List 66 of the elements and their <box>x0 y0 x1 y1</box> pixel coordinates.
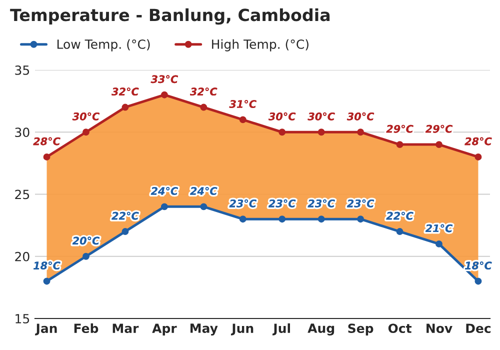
data-label: 21°C <box>425 224 453 232</box>
x-tick-label: Nov <box>426 324 452 334</box>
point <box>436 240 442 248</box>
point <box>318 128 325 136</box>
point <box>396 141 404 148</box>
point <box>43 154 50 160</box>
point <box>474 154 482 160</box>
x-tick-label: May <box>190 324 218 336</box>
point <box>239 116 246 124</box>
x-tick-label: Sep <box>348 324 374 336</box>
point <box>160 203 168 210</box>
legend-label: High Temp. (°C) <box>212 39 308 52</box>
data-label: 24°C <box>190 186 218 195</box>
data-label: 33°C <box>150 75 178 84</box>
data-label: 30°C <box>72 112 100 120</box>
x-tick-label: Oct <box>388 324 412 334</box>
data-label: 30°C <box>268 112 296 120</box>
y-tick-label: 30 <box>15 128 30 138</box>
point <box>278 128 286 136</box>
y-tick-label: 35 <box>15 65 30 75</box>
data-label: 30°C <box>346 112 374 120</box>
x-tick-label: Dec <box>466 324 491 334</box>
point <box>357 216 364 223</box>
point <box>122 228 129 235</box>
x-tick-label: Mar <box>112 324 139 334</box>
chart-title: Temperature - Banlung, Cambodia <box>10 8 330 25</box>
point <box>318 216 325 223</box>
point <box>122 104 129 111</box>
point <box>278 216 286 223</box>
point <box>396 228 404 235</box>
data-label: 29°C <box>386 124 414 133</box>
x-tick-label: Jan <box>35 324 57 336</box>
data-label: 28°C <box>464 137 492 146</box>
point <box>357 128 364 136</box>
y-tick-label: 20 <box>15 252 30 262</box>
x-tick-label: Feb <box>74 323 98 334</box>
data-label: 31°C <box>229 100 256 108</box>
data-label: 23°C <box>346 199 374 208</box>
point <box>200 104 208 111</box>
point <box>200 203 208 210</box>
x-tick-label: Jul <box>272 323 290 336</box>
point <box>82 128 90 136</box>
data-label: 30°C <box>308 112 335 120</box>
data-label: 29°C <box>425 124 453 133</box>
data-label: 22°C <box>112 212 139 220</box>
x-tick-label: Aug <box>308 324 334 336</box>
data-label: 22°C <box>386 212 414 220</box>
point <box>474 278 482 285</box>
x-tick-label: Apr <box>152 324 177 336</box>
y-tick-label: 15 <box>16 314 30 324</box>
point <box>160 91 168 98</box>
data-label: 24°C <box>150 186 178 195</box>
x-tick-label: Jun <box>230 324 254 336</box>
point <box>436 141 442 148</box>
point <box>82 252 90 260</box>
data-label: 23°C <box>268 199 296 208</box>
data-label: 23°C <box>308 199 335 208</box>
data-label: 28°C <box>33 137 60 146</box>
point <box>43 278 50 285</box>
data-label: 32°C <box>112 88 139 96</box>
data-label: 20°C <box>72 236 100 245</box>
legend-label: Low Temp. (°C) <box>57 39 150 52</box>
data-label: 32°C <box>190 88 218 96</box>
point <box>239 216 246 223</box>
data-label: 23°C <box>229 199 256 208</box>
y-tick-label: 25 <box>15 190 30 200</box>
